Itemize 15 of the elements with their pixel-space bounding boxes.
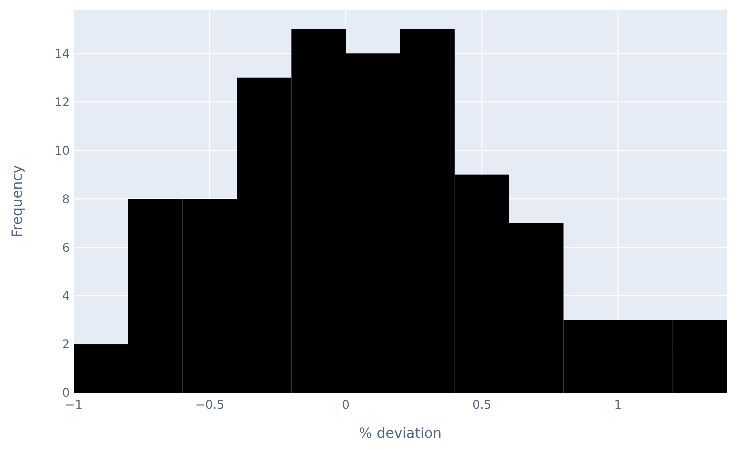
- y-tick-label: 12: [54, 95, 70, 110]
- y-tick-label: 0: [62, 386, 70, 400]
- x-tick-label: 1: [614, 398, 622, 412]
- y-tick-label: 14: [54, 46, 70, 61]
- x-tick-label: 0: [342, 398, 350, 412]
- x-axis-title: % deviation: [359, 426, 442, 442]
- y-tick-label: 4: [62, 289, 70, 304]
- x-tick-label: −1: [65, 398, 83, 412]
- x-tick-label: 0.5: [472, 398, 492, 412]
- y-tick-label: 6: [62, 240, 70, 255]
- y-tick-label: 2: [62, 338, 70, 352]
- y-axis-title: Frequency: [10, 165, 26, 238]
- y-tick-label: 10: [54, 144, 70, 158]
- x-tick-label: −0.5: [195, 398, 225, 412]
- y-tick-label: 8: [62, 192, 70, 206]
